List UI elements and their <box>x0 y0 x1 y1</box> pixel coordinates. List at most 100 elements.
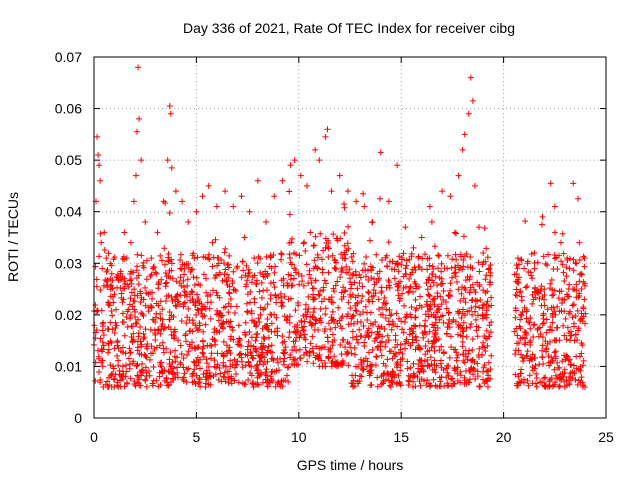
data-point <box>219 325 226 332</box>
data-point <box>551 287 558 294</box>
data-point <box>396 297 403 304</box>
data-point <box>458 253 465 260</box>
data-point <box>483 327 490 334</box>
data-point <box>456 266 463 273</box>
data-point <box>349 328 356 335</box>
data-point <box>444 362 451 369</box>
data-point <box>365 289 372 296</box>
data-point <box>295 271 302 278</box>
data-point <box>374 383 381 390</box>
data-point <box>407 373 414 380</box>
data-point <box>296 355 303 362</box>
data-point <box>280 350 287 357</box>
data-point <box>472 297 479 303</box>
data-point <box>325 320 332 327</box>
data-point <box>449 274 456 281</box>
data-point <box>525 319 532 326</box>
data-point <box>296 252 303 259</box>
data-point <box>392 344 399 351</box>
data-point <box>271 284 278 291</box>
data-point <box>166 102 173 109</box>
data-point <box>484 342 491 349</box>
data-point <box>563 264 570 271</box>
data-point <box>413 337 420 344</box>
data-point <box>469 311 476 318</box>
data-point <box>132 320 139 327</box>
data-point <box>554 324 561 331</box>
data-point <box>563 336 570 343</box>
data-point <box>165 368 172 375</box>
data-point <box>427 354 434 361</box>
data-point <box>430 265 437 272</box>
data-point <box>202 254 209 261</box>
data-point <box>129 360 136 367</box>
data-point <box>127 295 134 302</box>
data-point <box>388 371 395 378</box>
data-point <box>529 300 536 307</box>
data-point <box>222 266 229 273</box>
data-point <box>523 308 530 315</box>
data-point <box>248 279 255 286</box>
data-point <box>347 344 354 351</box>
data-point <box>580 303 587 310</box>
data-point <box>377 149 384 156</box>
data-point <box>329 252 336 259</box>
data-point <box>447 333 454 340</box>
data-point <box>387 383 394 390</box>
data-point <box>547 359 554 366</box>
data-point <box>122 373 129 380</box>
data-point <box>264 383 271 390</box>
data-point <box>253 367 260 374</box>
data-point <box>563 291 570 298</box>
data-point <box>410 244 417 251</box>
data-point <box>476 383 483 390</box>
data-point <box>191 366 198 373</box>
data-point <box>486 322 493 329</box>
data-point <box>136 115 143 122</box>
data-point <box>321 277 328 284</box>
data-point <box>213 327 220 334</box>
data-point <box>454 370 461 377</box>
data-point <box>104 378 111 385</box>
data-point <box>180 374 187 381</box>
data-point <box>238 193 245 200</box>
data-point <box>110 299 117 306</box>
data-point <box>337 342 344 349</box>
data-point <box>264 301 271 308</box>
data-point <box>247 288 254 295</box>
data-point <box>406 288 413 295</box>
data-point <box>300 282 307 289</box>
data-point <box>556 376 563 383</box>
data-point <box>551 349 558 356</box>
data-point <box>524 258 531 265</box>
data-point <box>543 345 550 352</box>
data-point <box>127 239 134 246</box>
data-point <box>147 326 154 333</box>
data-point <box>205 251 212 258</box>
data-point <box>576 256 583 263</box>
data-point <box>377 339 384 346</box>
data-point <box>226 252 233 259</box>
data-point <box>320 284 327 291</box>
data-point <box>539 320 546 327</box>
data-point <box>403 338 410 345</box>
data-point <box>573 365 580 372</box>
data-point <box>441 265 448 272</box>
data-point <box>162 298 169 305</box>
data-point <box>336 317 343 324</box>
data-point <box>106 302 113 309</box>
data-point <box>440 349 447 356</box>
data-point <box>253 277 260 284</box>
data-point <box>529 364 536 371</box>
data-point <box>533 375 540 382</box>
data-point <box>119 299 126 306</box>
data-point <box>567 361 574 368</box>
data-point <box>452 251 459 258</box>
data-point <box>382 254 389 261</box>
data-point <box>514 276 521 283</box>
data-point <box>194 344 201 351</box>
data-point <box>324 244 331 251</box>
data-point <box>254 381 261 388</box>
data-point <box>127 277 134 284</box>
data-point <box>156 342 163 349</box>
